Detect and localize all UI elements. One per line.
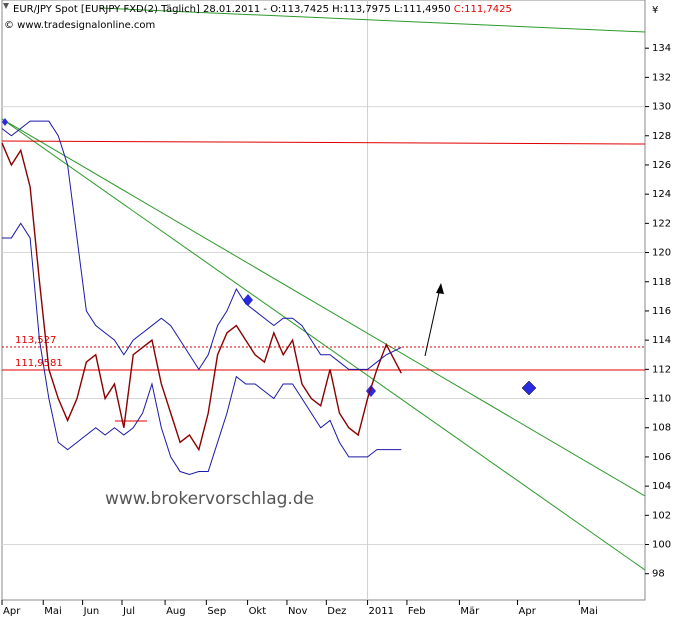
chart-title: EUR/JPY Spot [EURJPY FXD(2) Täglich] 28.…	[13, 4, 512, 15]
trend-line	[1, 118, 646, 497]
x-tick-label: Mai	[44, 606, 62, 617]
y-tick-label: 110	[652, 394, 671, 405]
y-tick-label: 124	[652, 189, 671, 200]
title-text: EUR/JPY Spot [EURJPY FXD(2) Täglich] 28.…	[13, 4, 451, 15]
subtitle: © www.tradesignalonline.com	[4, 20, 155, 31]
y-tick-label: 108	[652, 423, 671, 434]
plot-frame	[1, 0, 646, 601]
y-tick-label: 118	[652, 277, 671, 288]
x-tick-label: Feb	[408, 606, 426, 617]
band-line	[1, 120, 402, 371]
icon	[3, 3, 9, 9]
band-line	[2, 222, 402, 475]
x-tick-label: Apr	[3, 606, 21, 617]
marks: 113,527 111,9581	[1, 120, 645, 475]
x-tick-label: 2011	[369, 606, 394, 617]
y-tick-label: 126	[652, 160, 671, 171]
x-tick-label: Mai	[580, 606, 598, 617]
trend-line	[1, 118, 646, 571]
y-tick-label: 134	[652, 43, 671, 54]
y-tick-label: 106	[652, 452, 671, 463]
y-tick-label: 120	[652, 248, 671, 259]
trend-line	[99, 7, 646, 33]
y-tick-label: 98	[652, 569, 665, 580]
x-tick-label: Aug	[166, 606, 186, 617]
x-tick-label: Dez	[327, 606, 346, 617]
price-line	[1, 142, 402, 452]
y-tick-label: 102	[652, 510, 671, 521]
arrow-head	[436, 283, 444, 294]
y-tick-label: 122	[652, 218, 671, 229]
arrow	[424, 287, 441, 357]
x-tick-label: Nov	[288, 606, 308, 617]
y-tick-label: 132	[652, 72, 671, 83]
y-tick-label: 116	[652, 306, 671, 317]
title-close: C:111,7425	[454, 4, 512, 15]
y-tick-label: 130	[652, 102, 671, 113]
y-tick-label: 104	[652, 481, 671, 492]
level-label: 113,527	[15, 335, 56, 346]
x-tick-label: Mär	[460, 606, 480, 617]
watermark: www.brokervorschlag.de	[105, 489, 314, 509]
y-tick-label: 112	[652, 364, 671, 375]
y-tick-label: 128	[652, 131, 671, 142]
x-tick-label: Apr	[519, 606, 537, 617]
grid	[2, 0, 645, 600]
x-tick-label: Jul	[122, 606, 135, 617]
y-tick-label: 114	[652, 335, 671, 346]
y-tick-label: 100	[652, 540, 671, 551]
level-label: 111,9581	[15, 358, 63, 369]
resistance-line	[1, 140, 646, 145]
x-tick-label: Sep	[207, 606, 226, 617]
x-tick-label: Jun	[83, 606, 100, 617]
diamond	[2, 118, 8, 126]
x-tick-label: Okt	[249, 606, 267, 617]
diamond	[521, 380, 537, 396]
currency-label: ¥	[652, 5, 658, 16]
